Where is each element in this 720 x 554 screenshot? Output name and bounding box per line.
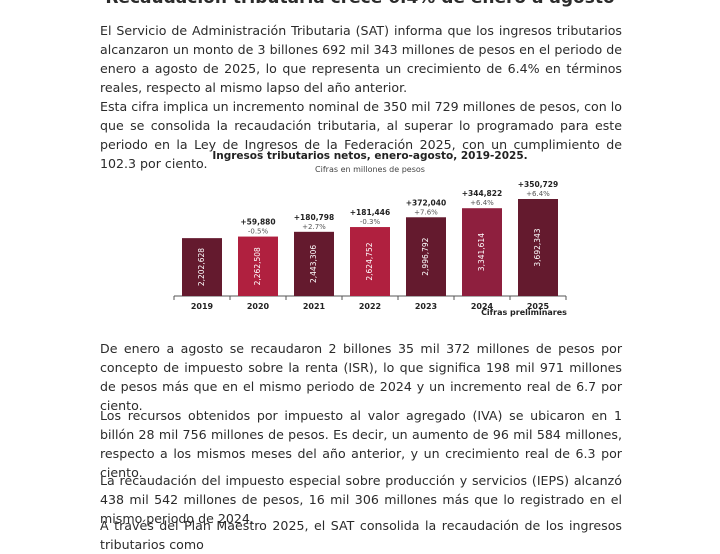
value-label: 3,692,343 (533, 228, 542, 266)
x-tick-label: 2023 (415, 302, 437, 311)
value-label: 2,996,792 (421, 237, 430, 275)
real-change-label: +6.4% (470, 199, 494, 207)
paragraph: A través del Plan Maestro 2025, el SAT c… (100, 518, 622, 552)
bar (518, 199, 558, 296)
value-label: 3,341,614 (477, 233, 486, 271)
value-label: 2,443,306 (309, 245, 318, 283)
paragraph: La recaudación del impuesto especial sob… (100, 473, 622, 526)
bar (350, 227, 390, 296)
x-tick-label: 2020 (247, 302, 270, 311)
chart-subtitle: Cifras en millones de pesos (315, 165, 425, 174)
increment-label: +372,040 (406, 198, 446, 207)
x-tick-label: 2022 (359, 302, 381, 311)
increment-label: +59,880 (240, 218, 275, 227)
headline: Recaudación tributaria crece 6.4% de ene… (0, 0, 720, 8)
bar (406, 217, 446, 296)
increment-label: +180,798 (294, 213, 334, 222)
chart: Ingresos tributarios netos, enero-agosto… (173, 150, 567, 317)
bar (294, 231, 334, 296)
real-change-label: +7.6% (414, 208, 438, 216)
real-change-label: -0.3% (360, 218, 381, 226)
chart-title: Ingresos tributarios netos, enero-agosto… (212, 150, 527, 162)
value-label: 2,624,752 (365, 242, 374, 280)
real-change-label: -0.5% (248, 228, 269, 236)
increment-label: +350,729 (518, 180, 558, 189)
bar (182, 238, 222, 296)
x-tick-label: 2021 (303, 302, 326, 311)
paragraph: Esta cifra implica un incremento nominal… (100, 99, 622, 171)
value-label: 2,202,628 (197, 248, 206, 286)
paragraph: De enero a agosto se recaudaron 2 billon… (100, 341, 622, 413)
bar (238, 236, 278, 296)
value-label: 2,262,508 (253, 247, 262, 285)
real-change-label: +6.4% (526, 190, 550, 198)
x-tick-label: 2024 (471, 302, 494, 311)
real-change-label: +2.7% (302, 223, 326, 231)
chart-note: Cifras preliminares (481, 308, 567, 317)
paragraph: Los recursos obtenidos por impuesto al v… (100, 408, 622, 480)
x-tick-label: 2019 (191, 302, 214, 311)
increment-label: +344,822 (462, 189, 502, 198)
increment-label: +181,446 (350, 208, 390, 217)
bar (462, 208, 502, 296)
x-tick-label: 2025 (527, 302, 550, 311)
paragraph: El Servicio de Administración Tributaria… (100, 23, 622, 95)
